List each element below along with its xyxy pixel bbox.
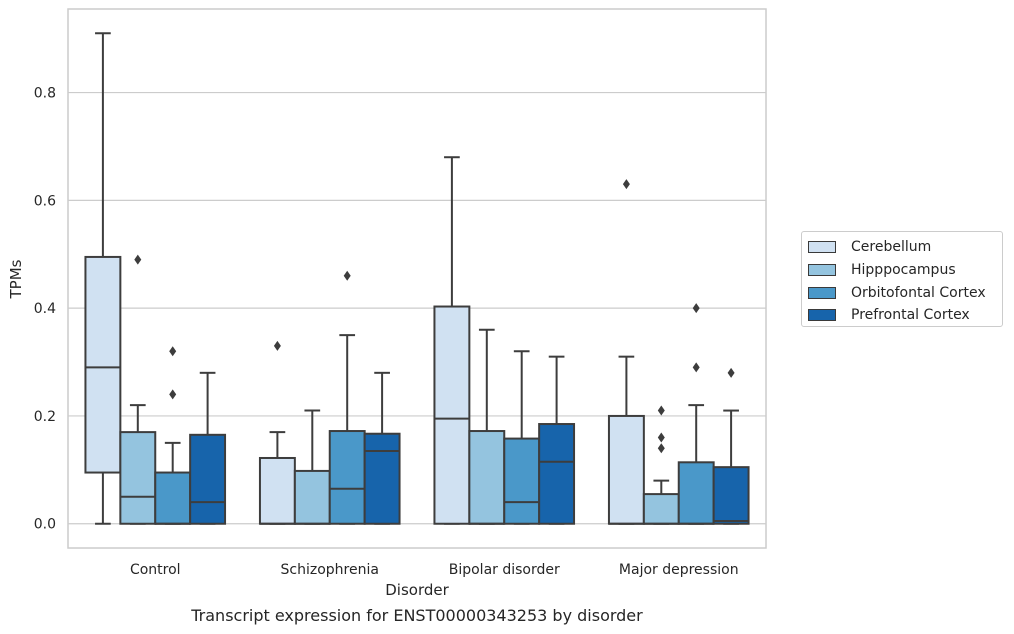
box-group [607, 179, 645, 525]
box [328, 430, 366, 525]
box-group [433, 156, 471, 525]
outlier-point [169, 389, 177, 400]
y-axis-title: TPMs [7, 259, 25, 299]
box [503, 437, 541, 525]
outlier-point [692, 303, 700, 314]
outlier-point [343, 270, 351, 281]
box-group [293, 409, 331, 525]
outlier-point [622, 179, 630, 190]
box [84, 255, 122, 474]
x-tick-label: Schizophrenia [281, 562, 379, 578]
y-tick-labels: 0.0 0.2 0.4 0.6 0.8 [34, 86, 56, 533]
box-group [712, 367, 750, 525]
y-tick-label: 0.8 [34, 86, 56, 102]
box [154, 471, 192, 525]
box-group [154, 346, 192, 525]
box-group [84, 32, 122, 525]
figure-caption: Transcript expression for ENST0000034325… [191, 606, 643, 625]
x-tick-label: Major depression [619, 562, 739, 578]
legend-item: Prefrontal Cortex [808, 304, 1002, 327]
box [677, 461, 715, 525]
box [433, 305, 471, 525]
box [607, 414, 645, 525]
legend-swatch [808, 264, 836, 277]
outlier-point [657, 443, 665, 454]
legend-label: Hipppocampus [851, 262, 956, 279]
box [642, 493, 680, 525]
y-tick-label: 0.4 [34, 301, 56, 317]
box-group [503, 350, 541, 525]
outlier-point [657, 432, 665, 443]
outlier-point [273, 340, 281, 351]
box [363, 432, 401, 525]
legend-label: Orbitofontal Cortex [851, 284, 986, 301]
box [119, 431, 157, 525]
box-group [328, 270, 366, 525]
legend-item: Orbitofontal Cortex [808, 281, 1002, 304]
outlier-point [134, 254, 142, 265]
legend-item: Hipppocampus [808, 259, 1002, 282]
legend-label: Prefrontal Cortex [851, 307, 970, 324]
x-tick-label: Bipolar disorder [449, 562, 560, 578]
box-group [642, 405, 680, 525]
box-group [119, 254, 157, 525]
box-group [677, 303, 715, 525]
chart-legend: Cerebellum Hipppocampus Orbitofontal Corte… [801, 231, 1003, 327]
box [189, 433, 227, 525]
y-tick-label: 0.6 [34, 193, 56, 209]
box [258, 456, 296, 525]
box-group [258, 340, 296, 525]
box [293, 469, 331, 525]
x-tick-label: Control [130, 562, 181, 578]
box-group [189, 371, 227, 525]
boxes [84, 32, 750, 525]
y-tick-label: 0.0 [34, 517, 56, 533]
legend-item: Cerebellum [808, 236, 1002, 259]
x-tick-labels: Control Schizophrenia Bipolar disorder Majo… [130, 562, 739, 578]
legend-swatch [808, 309, 836, 322]
y-tick-label: 0.2 [34, 409, 56, 425]
outlier-point [169, 346, 177, 357]
x-axis-title: Disorder [385, 581, 449, 599]
legend-label: Cerebellum [851, 239, 932, 256]
box-group [538, 355, 576, 525]
legend-swatch [808, 286, 836, 299]
outlier-point [657, 405, 665, 416]
plot-area-frame [67, 8, 767, 549]
outlier-point [692, 362, 700, 373]
legend-swatch [808, 241, 836, 254]
outlier-point [727, 367, 735, 378]
box [468, 430, 506, 525]
box [712, 466, 750, 525]
box-group [468, 328, 506, 525]
box [538, 423, 576, 525]
box-group [363, 371, 401, 525]
